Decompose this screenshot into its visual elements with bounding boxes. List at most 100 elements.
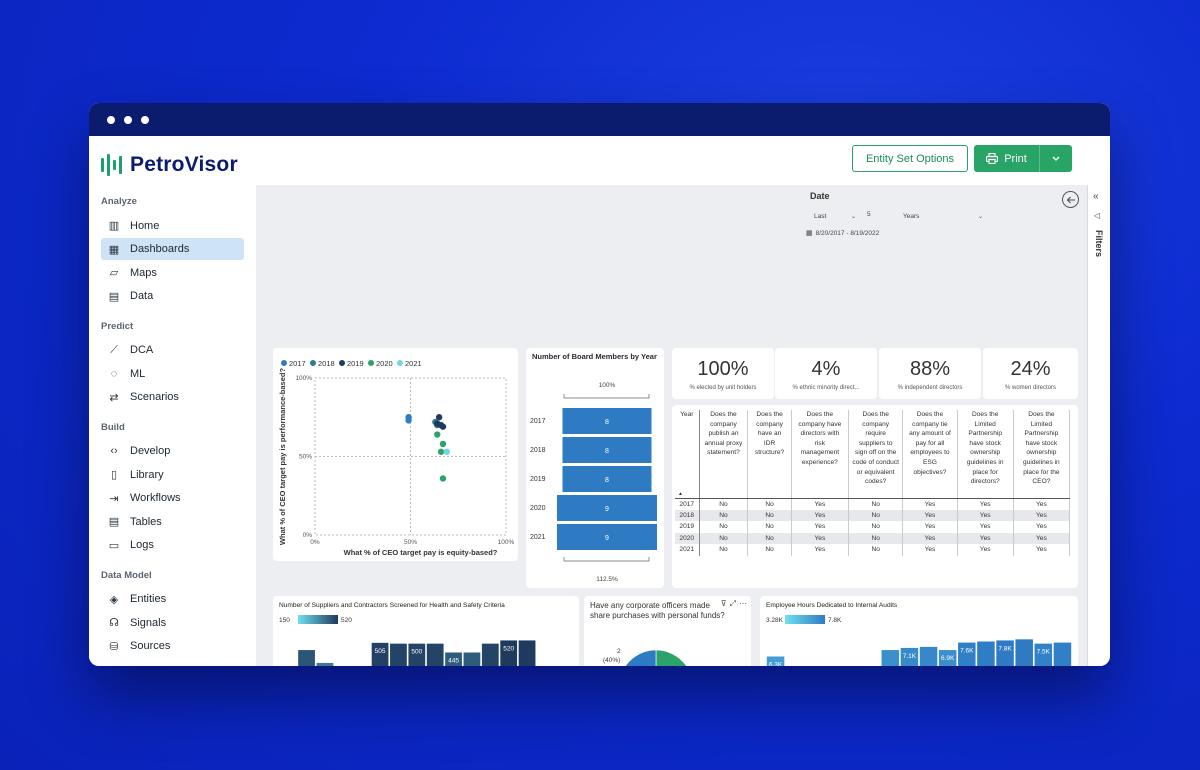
table-cell: No	[848, 498, 904, 510]
scatter-point	[434, 431, 441, 438]
y-tick-label: 0%	[303, 532, 313, 539]
table-cell: No	[848, 521, 904, 533]
date-range: ▦ 8/20/2017 - 8/19/2022	[806, 229, 879, 238]
table-cell: No	[699, 521, 749, 533]
printer-icon	[986, 153, 999, 164]
table-cell: 2019	[675, 521, 700, 533]
column-header[interactable]: Does the company have directors with ris…	[791, 410, 850, 490]
bar	[1053, 642, 1072, 666]
table-cell: Yes	[957, 521, 1014, 533]
table-cell: Yes	[902, 532, 958, 544]
dashboard-canvas: Date Last ⌄ 5 Years ⌄ ▦ 8/20/2017 - 8/19/20…	[256, 185, 1087, 666]
scatter-point	[405, 417, 412, 424]
sidebar-item-sources[interactable]: ⛁ Sources	[101, 635, 244, 657]
sidebar-item-tables[interactable]: ▤ Tables	[101, 511, 244, 533]
sidebar-item-home[interactable]: ▥ Home	[101, 215, 244, 237]
scale-max-label: 520	[341, 617, 352, 624]
collapse-filters-icon[interactable]: «	[1093, 191, 1099, 202]
column-header[interactable]: Does the company tie any amount of pay f…	[902, 410, 958, 490]
column-header[interactable]: Does the company require suppliers to si…	[848, 410, 904, 490]
logo-text: PetroVisor	[130, 153, 238, 176]
bar-value-label: 445	[448, 657, 459, 664]
color-scale-bar	[785, 615, 825, 624]
share-purchases-title: Have any corporate officers made share p…	[590, 601, 725, 620]
table-cell: No	[699, 509, 749, 521]
print-label: Print	[1004, 152, 1027, 165]
sidebar-item-signals[interactable]: ☊ Signals	[101, 612, 244, 634]
sort-ascending-icon[interactable]: ▲	[675, 490, 700, 499]
column-header[interactable]: Does the company have an IDR structure?	[747, 410, 792, 490]
legend-label: 2020	[376, 359, 393, 368]
x-axis-title: What % of CEO target pay is equity-based…	[344, 548, 498, 557]
table-cell: Yes	[791, 544, 850, 556]
column-header[interactable]: Does the Limited Partnership have stock …	[957, 410, 1014, 490]
table-header-row: Year Does the company publish an annual p…	[675, 410, 1071, 490]
sidebar-item-data[interactable]: ▤ Data	[101, 285, 244, 307]
sidebar-item-logs[interactable]: ▭ Logs	[101, 534, 244, 556]
period-value-input[interactable]: 5	[867, 211, 871, 218]
legend-label: 2019	[347, 359, 364, 368]
table-cell: 2021	[675, 544, 700, 556]
board-bar	[562, 408, 652, 434]
scale-max-label: 7.8K	[828, 617, 842, 624]
sidebar-item-library[interactable]: ▯ Library	[101, 464, 244, 486]
table-cell: Yes	[902, 521, 958, 533]
table-icon: ▤	[108, 516, 120, 528]
legend-marker	[339, 360, 345, 366]
sidebar-item-dca[interactable]: ⟋ DCA	[101, 339, 244, 361]
column-header[interactable]: Does the company publish an annual proxy…	[699, 410, 749, 490]
table-cell: No	[699, 544, 749, 556]
legend-label: 2017	[289, 359, 306, 368]
table-cell: No	[747, 532, 792, 544]
category-label: 2019	[530, 476, 546, 483]
audit-hours-card: Employee Hours Dedicated to Internal Aud…	[760, 596, 1078, 666]
audit-hours-chart: Employee Hours Dedicated to Internal Aud…	[766, 602, 1072, 666]
bar-value-label: 500	[411, 649, 422, 656]
bar-chart-icon: ▥	[108, 220, 120, 232]
entity-set-options-button[interactable]: Entity Set Options	[852, 145, 968, 172]
print-button[interactable]: Print	[974, 145, 1072, 172]
back-arrow-button[interactable]	[1062, 191, 1079, 208]
filter-icon[interactable]: ⊽	[720, 599, 727, 608]
category-label: 2018	[530, 447, 546, 454]
code-icon: ‹›	[110, 445, 118, 457]
swap-icon: ⇄	[109, 391, 119, 404]
more-options-icon[interactable]: ⋯	[739, 599, 747, 608]
sidebar-item-maps[interactable]: ▱ Maps	[101, 262, 244, 284]
y-tick-label: 100%	[295, 375, 312, 382]
bar	[463, 652, 481, 666]
bar	[371, 642, 389, 666]
print-main-button[interactable]: Print	[974, 145, 1040, 172]
signal-icon: ☊	[109, 617, 119, 629]
table-cell: Yes	[902, 544, 958, 556]
column-header[interactable]: Year	[675, 410, 700, 490]
focus-mode-icon[interactable]: ⤢	[729, 599, 736, 608]
pie-slice-no	[625, 649, 657, 666]
pie-label-line: (40%)	[603, 657, 620, 664]
map-icon: ▱	[109, 267, 119, 279]
period-unit-select[interactable]: Years ⌄	[901, 211, 983, 222]
bar-value-label: 7.1K	[903, 653, 917, 660]
sidebar-item-scenarios[interactable]: ⇄ Scenarios	[101, 386, 244, 408]
column-header[interactable]: Does the Limited Partnership have stock …	[1013, 410, 1071, 490]
sidebar-item-entities[interactable]: ◈ Entities	[101, 588, 244, 610]
sidebar-item-workflows[interactable]: ⇥ Workflows	[101, 487, 244, 509]
filters-pane[interactable]: « ◁ Filters	[1087, 185, 1110, 666]
window-dot	[141, 115, 149, 124]
logo[interactable]: PetroVisor	[89, 136, 256, 184]
board-bar	[557, 524, 657, 550]
sidebar-item-dashboards[interactable]: ▦ Dashboards	[101, 238, 244, 260]
sidebar-item-label: Sources	[130, 640, 171, 652]
bar-value-label: 6.9K	[941, 655, 955, 662]
sidebar-item-develop[interactable]: ‹› Develop	[101, 440, 244, 462]
print-dropdown-button[interactable]	[1040, 156, 1072, 161]
app-window: PetroVisor Analyze ▥ Home ▦ Dashboards ▱ Maps ▤…	[89, 103, 1110, 666]
bar-value-label: 7.6K	[960, 648, 974, 655]
table-cell: Yes	[957, 532, 1014, 544]
table-cell: 2017	[675, 498, 700, 510]
kpi-value: 24%	[1010, 358, 1051, 380]
sidebar-item-ml[interactable]: ◌ ML	[101, 363, 244, 385]
sidebar-item-label: Signals	[130, 616, 167, 629]
bar-value-label: 9	[605, 535, 609, 542]
period-option-select[interactable]: Last ⌄	[806, 211, 856, 222]
